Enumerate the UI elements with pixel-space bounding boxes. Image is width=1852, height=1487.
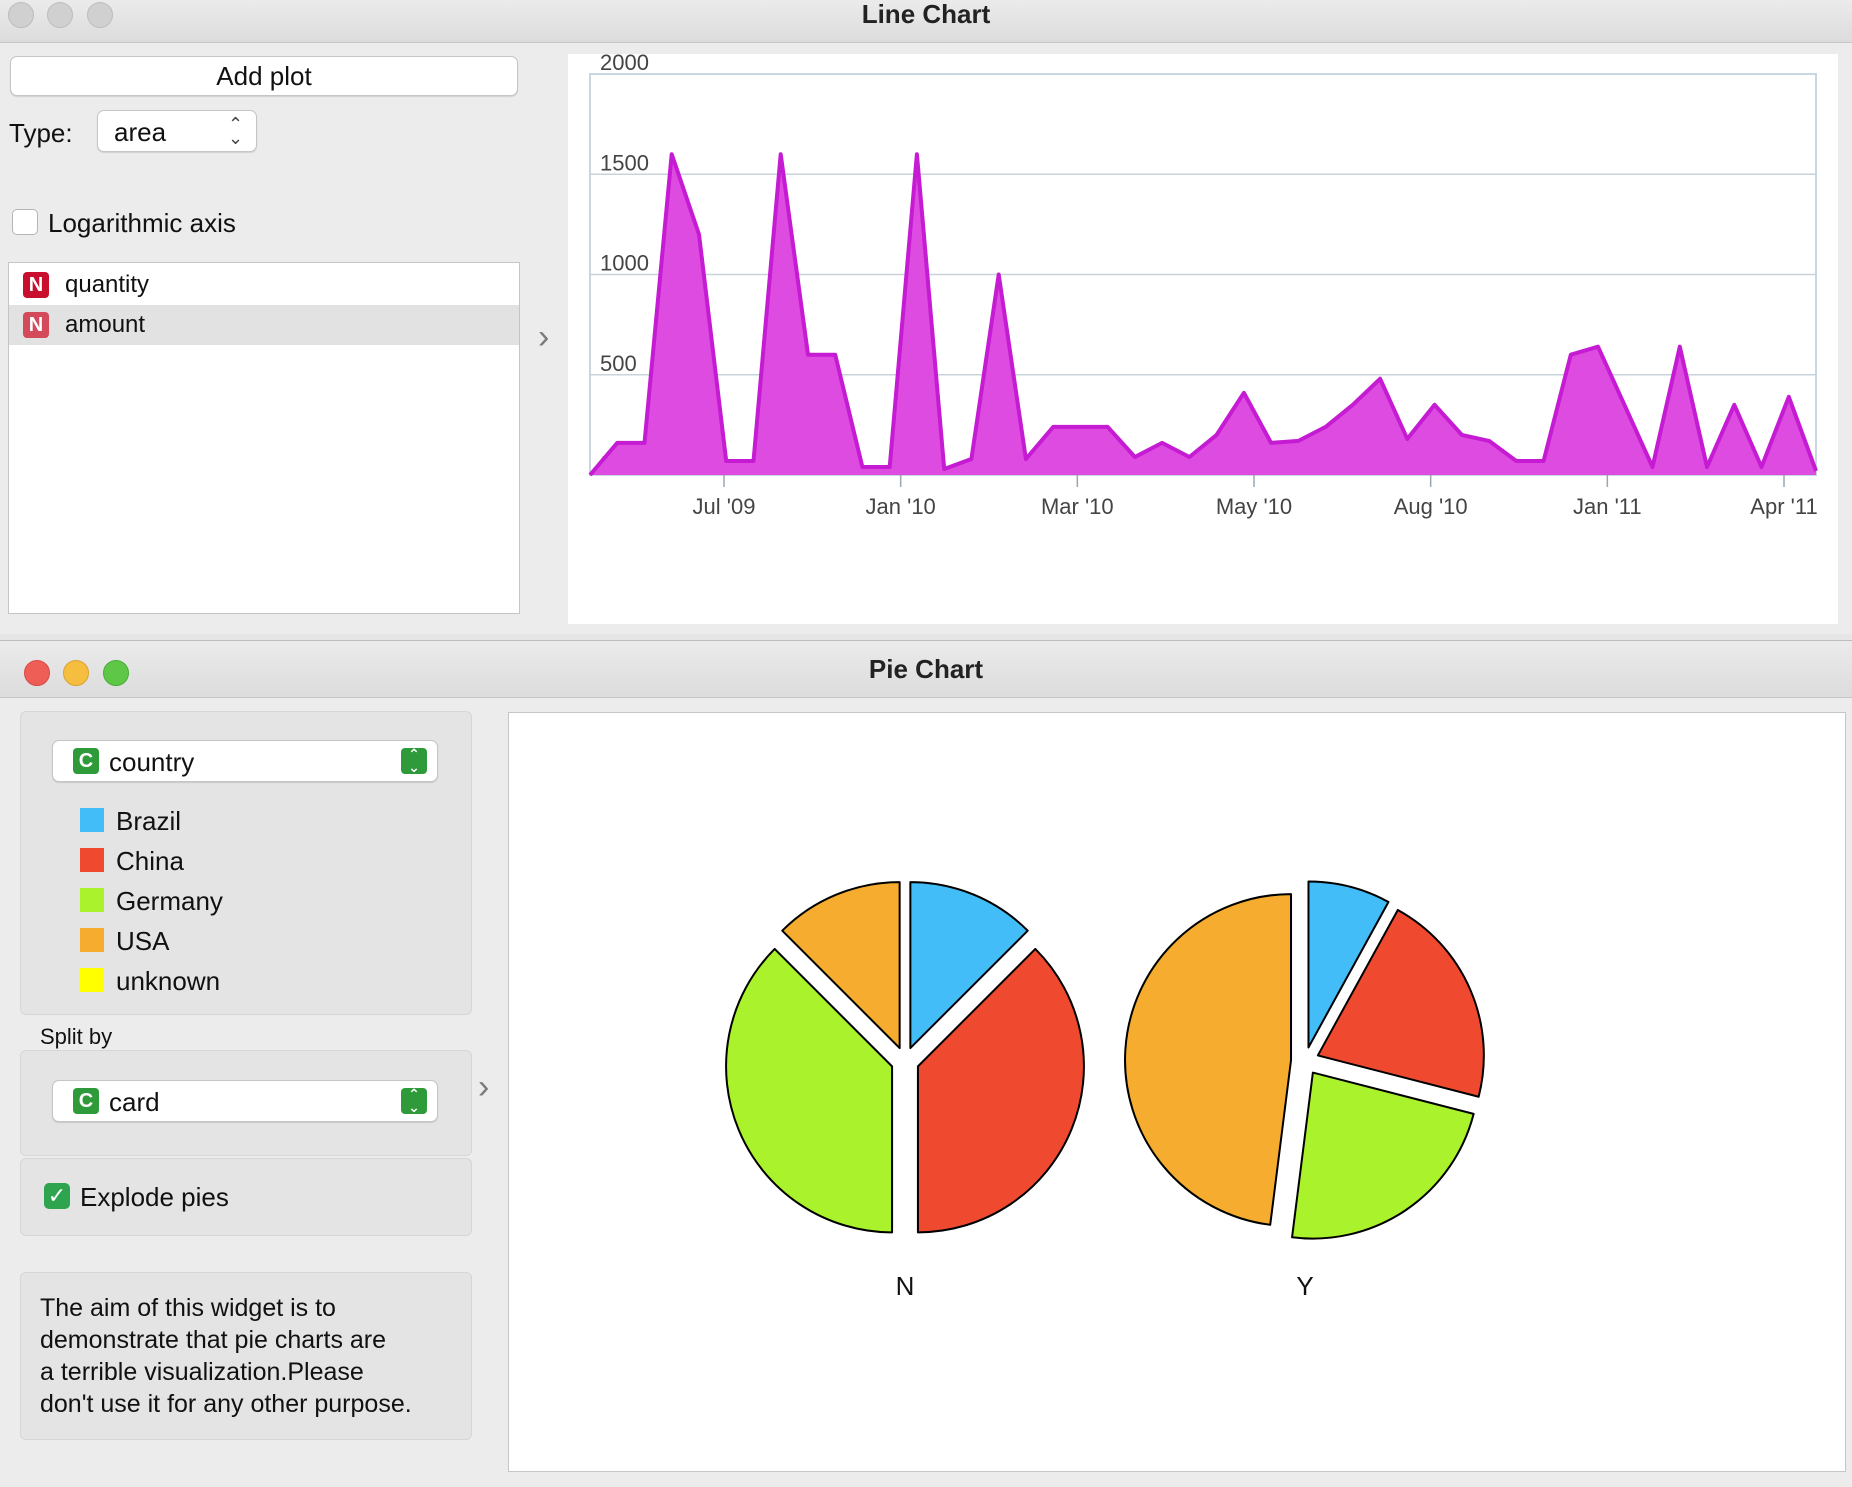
y-tick-label: 1500 <box>600 150 649 175</box>
pie-slice <box>1124 893 1293 1226</box>
area-fill <box>590 154 1816 475</box>
window-title: Pie Chart <box>868 654 984 684</box>
y-tick-label: 500 <box>600 351 637 376</box>
chevron-up-down-icon: ⌃ ⌄ <box>401 747 427 774</box>
variable-name: quantity <box>65 271 150 298</box>
variable-item-quantity[interactable]: N quantity <box>9 265 519 305</box>
legend-label-brazil: Brazil <box>116 806 182 836</box>
type-label: Type: <box>9 118 73 148</box>
description-panel <box>20 1272 472 1440</box>
add-plot-button[interactable]: Add plot <box>10 56 518 96</box>
window-title: Line Chart <box>861 0 991 29</box>
type-select-value: area <box>114 117 167 147</box>
explode-panel <box>20 1158 472 1236</box>
numeric-variable-icon: N <box>23 272 49 298</box>
y-tick-label: 2000 <box>600 54 649 75</box>
legend-swatch-unknown <box>80 968 104 992</box>
pie-slice <box>909 881 1029 1050</box>
x-tick-label: Aug '10 <box>1394 494 1468 519</box>
x-tick-label: May '10 <box>1216 494 1292 519</box>
minimize-window-button[interactable] <box>47 2 73 28</box>
explode-pies-label: Explode pies <box>80 1182 229 1212</box>
pie-slice <box>1307 880 1390 1049</box>
description-line: don't use it for any other purpose. <box>40 1390 412 1418</box>
collapse-arrow-icon[interactable]: › <box>478 1068 490 1106</box>
minimize-window-button[interactable] <box>63 660 89 686</box>
categorical-variable-icon: C <box>73 1088 99 1114</box>
legend-swatch-china <box>80 848 104 872</box>
description-line: a terrible visualization.Please <box>40 1358 364 1386</box>
variable-name: amount <box>65 311 146 338</box>
pie-slice <box>916 947 1085 1234</box>
x-tick-label: Jan '10 <box>866 494 936 519</box>
line-chart-titlebar: Line Chart <box>0 0 1852 43</box>
pie-label: Y <box>1296 1271 1313 1301</box>
zoom-window-button[interactable] <box>103 660 129 686</box>
collapse-arrow-icon[interactable]: › <box>538 318 550 356</box>
split-variable-value: card <box>109 1087 160 1117</box>
chevron-up-down-icon: ⌃ ⌄ <box>401 1087 427 1114</box>
x-tick-label: Mar '10 <box>1041 494 1114 519</box>
legend-label-unknown: unknown <box>116 966 221 996</box>
legend-label-china: China <box>116 846 184 876</box>
legend-label-germany: Germany <box>116 886 223 916</box>
explode-pies-checkbox[interactable]: ✓ <box>44 1183 70 1209</box>
split-by-label: Split by <box>40 1024 113 1049</box>
legend-swatch-brazil <box>80 808 104 832</box>
color-variable-select[interactable]: C country ⌃ ⌄ <box>52 740 438 782</box>
pie-slice <box>1291 1071 1475 1240</box>
x-tick-label: Apr '11 <box>1750 494 1817 519</box>
pie-slice <box>781 881 901 1050</box>
color-variable-value: country <box>109 747 195 777</box>
x-tick-label: Jan '11 <box>1573 494 1642 519</box>
description-line: demonstrate that pie charts are <box>40 1326 387 1354</box>
pie-slice <box>725 947 894 1234</box>
line-chart-window: Line Chart Add plot Type: area ⌃ ⌄ Logari… <box>0 0 1852 634</box>
chevron-up-down-icon: ⌃ ⌄ <box>228 114 244 148</box>
zoom-window-button[interactable] <box>87 2 113 28</box>
log-axis-checkbox[interactable] <box>12 209 38 235</box>
legend-label-usa: USA <box>116 926 170 956</box>
variable-item-amount[interactable]: N amount <box>9 305 519 345</box>
numeric-variable-icon: N <box>23 312 49 338</box>
split-variable-select[interactable]: C card ⌃ ⌄ <box>52 1080 438 1122</box>
categorical-variable-icon: C <box>73 748 99 774</box>
variable-list[interactable]: N quantity N amount <box>8 262 520 614</box>
pie-label: N <box>896 1271 915 1301</box>
close-window-button[interactable] <box>24 660 50 686</box>
close-window-button[interactable] <box>8 2 34 28</box>
description-line: The aim of this widget is to <box>40 1294 336 1322</box>
legend-swatch-usa <box>80 928 104 952</box>
pie-slice <box>1316 908 1485 1098</box>
type-select[interactable]: area ⌃ ⌄ <box>97 110 257 152</box>
log-axis-label: Logarithmic axis <box>48 208 236 238</box>
x-tick-label: Jul '09 <box>693 494 756 519</box>
description-text: The aim of this widget is to demonstrate… <box>40 1292 412 1420</box>
pie-chart-titlebar: Pie Chart <box>0 641 1852 698</box>
legend-swatch-germany <box>80 888 104 912</box>
area-series-line <box>588 152 1818 477</box>
y-tick-label: 1000 <box>600 251 649 276</box>
